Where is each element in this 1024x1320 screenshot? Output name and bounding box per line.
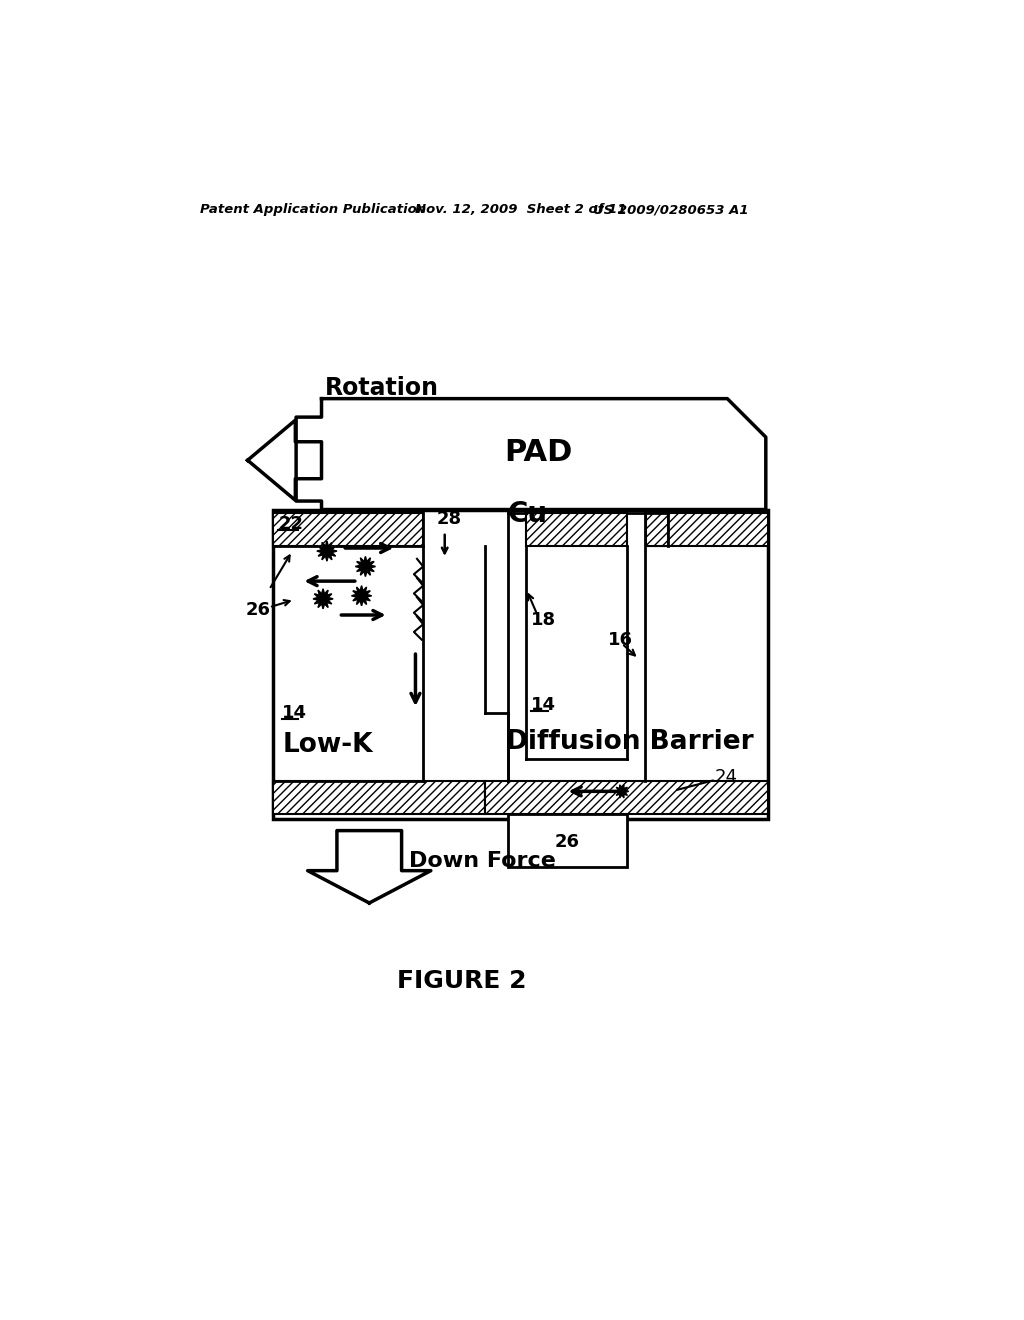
Polygon shape	[307, 830, 431, 903]
Bar	[273, 512, 423, 545]
Text: 14: 14	[531, 696, 556, 714]
Text: 28: 28	[437, 510, 462, 528]
Bar	[484, 780, 768, 814]
Polygon shape	[351, 586, 372, 606]
Text: 14: 14	[283, 704, 307, 722]
Bar	[646, 512, 668, 545]
Polygon shape	[248, 420, 322, 500]
Text: 22: 22	[279, 515, 303, 533]
Polygon shape	[355, 557, 376, 577]
Text: Rotation: Rotation	[326, 376, 439, 400]
Text: Patent Application Publication: Patent Application Publication	[200, 203, 426, 216]
Polygon shape	[313, 589, 333, 609]
Bar	[508, 814, 628, 867]
Text: US 2009/0280653 A1: US 2009/0280653 A1	[593, 203, 749, 216]
Polygon shape	[316, 541, 337, 561]
Text: FIGURE 2: FIGURE 2	[397, 969, 526, 993]
Polygon shape	[316, 541, 337, 561]
Text: 26: 26	[555, 833, 580, 851]
Text: 24: 24	[714, 768, 737, 785]
Text: 18: 18	[531, 611, 556, 630]
Bar	[273, 780, 484, 814]
Bar	[646, 512, 768, 545]
Bar	[273, 510, 768, 818]
Text: Cu: Cu	[508, 500, 548, 528]
Text: Nov. 12, 2009  Sheet 2 of 11: Nov. 12, 2009 Sheet 2 of 11	[416, 203, 627, 216]
Text: Down Force: Down Force	[410, 850, 556, 871]
Text: 26: 26	[246, 602, 271, 619]
Bar	[525, 512, 628, 545]
Text: Diffusion Barrier: Diffusion Barrier	[506, 729, 754, 755]
Polygon shape	[313, 589, 333, 609]
Polygon shape	[614, 785, 629, 797]
Text: 16: 16	[608, 631, 633, 648]
Polygon shape	[351, 586, 372, 606]
Polygon shape	[355, 557, 376, 577]
Text: Low-K: Low-K	[283, 733, 373, 758]
Text: PAD: PAD	[505, 438, 572, 467]
Polygon shape	[296, 399, 766, 510]
